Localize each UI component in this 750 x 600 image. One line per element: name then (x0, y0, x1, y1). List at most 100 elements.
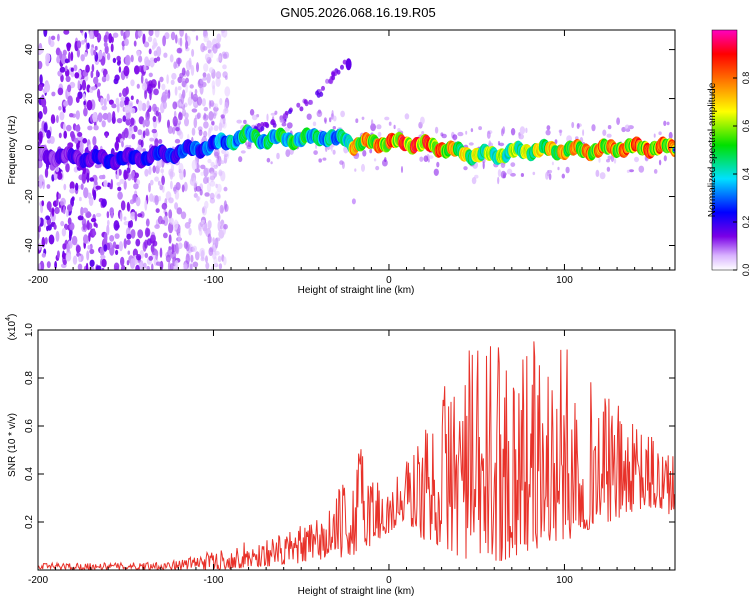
noise-blob (428, 155, 434, 159)
noise-blob (213, 112, 217, 119)
noise-blob (69, 222, 75, 231)
noise-blob (155, 250, 159, 261)
noise-blob (251, 114, 258, 121)
noise-blob (488, 140, 492, 147)
noise-blob (175, 182, 181, 191)
noise-blob (384, 116, 390, 121)
noise-blob (93, 125, 99, 131)
noise-blob (120, 265, 126, 270)
noise-blob (243, 119, 247, 124)
arc-blob (280, 118, 285, 124)
arc-blob (270, 118, 275, 124)
noise-blob (115, 249, 119, 255)
noise-blob (330, 144, 333, 152)
snr-panel: -200 -100 0 100 0.2 0.4 0.6 0.8 1.0 Height of st… (5, 314, 676, 597)
snr-series-line (38, 341, 675, 570)
noise-blob (143, 64, 147, 73)
noise-blob (39, 133, 43, 144)
noise-blob (219, 204, 224, 214)
noise-blob (471, 177, 477, 185)
noise-blob (116, 118, 123, 124)
noise-blob (135, 196, 141, 207)
noise-blob (140, 74, 144, 84)
noise-blob (192, 93, 198, 102)
noise-blob (143, 41, 150, 48)
noise-blob (43, 30, 48, 37)
noise-blob (217, 255, 222, 263)
noise-blob (62, 243, 67, 250)
noise-blob (86, 212, 92, 218)
colorbar-tick-label: 0.8 (741, 72, 750, 85)
noise-blob (77, 263, 83, 270)
noise-blob (463, 166, 468, 171)
noise-blob (154, 176, 160, 182)
noise-blob (152, 115, 157, 123)
noise-blob (83, 187, 89, 199)
noise-blob (38, 160, 43, 169)
noise-blob (107, 219, 110, 227)
arc-blob (336, 69, 341, 75)
snr-y-tick-label: 0.6 (24, 419, 35, 433)
noise-blob (173, 219, 179, 231)
spectrogram-frame (37, 29, 676, 271)
noise-blob (38, 84, 43, 92)
noise-blob (41, 97, 47, 108)
noise-blob (200, 249, 205, 260)
noise-blob (638, 165, 645, 173)
noise-blob (88, 232, 91, 242)
noise-blob (145, 218, 150, 227)
noise-blob (71, 196, 75, 202)
noise-blob (137, 100, 143, 111)
noise-blob (102, 112, 109, 121)
noise-blob (144, 168, 149, 177)
snr-x-tick-label: 100 (556, 575, 573, 586)
noise-blob (185, 77, 189, 84)
noise-blob (178, 162, 184, 174)
noise-blob (94, 180, 98, 186)
noise-blob (99, 246, 105, 256)
snr-multiplier-base: (x10 (7, 320, 18, 340)
noise-blob (60, 220, 65, 227)
noise-blob (158, 139, 163, 144)
noise-blob (103, 180, 108, 188)
noise-blob (43, 217, 46, 228)
noise-blob (144, 227, 150, 238)
noise-blob (82, 223, 86, 231)
spectrogram-y-tick-label: 40 (24, 44, 35, 56)
noise-blob (332, 126, 336, 130)
noise-blob (75, 96, 80, 103)
noise-blob (545, 171, 549, 180)
noise-blob (124, 54, 131, 66)
noise-blob (123, 216, 127, 221)
noise-blob (86, 220, 90, 231)
noise-blob (191, 108, 198, 113)
noise-blob (457, 131, 464, 137)
noise-blob (663, 155, 667, 162)
noise-blob (44, 82, 51, 93)
noise-blob (106, 93, 110, 102)
noise-blob (117, 186, 122, 192)
noise-blob (478, 126, 482, 131)
noise-blob (120, 200, 126, 211)
noise-blob (223, 223, 228, 230)
noise-blob (361, 163, 365, 172)
noise-blob (434, 126, 439, 134)
noise-blob (354, 168, 357, 172)
noise-blob (551, 161, 554, 166)
noise-blob (102, 174, 106, 180)
noise-blob (148, 48, 152, 55)
noise-blob (56, 250, 60, 259)
noise-blob (135, 238, 141, 247)
colorbar-tick-label: 0.4 (741, 168, 750, 181)
noise-blob (274, 110, 278, 115)
noise-blob (468, 142, 474, 146)
noise-blob (95, 265, 102, 270)
noise-blob (203, 63, 209, 72)
noise-blob (146, 100, 150, 109)
noise-blob (202, 76, 207, 81)
noise-blob (87, 42, 90, 49)
snr-multiplier-close: ) (7, 314, 18, 317)
noise-blob (121, 141, 124, 148)
noise-blob (73, 64, 78, 72)
noise-blob (199, 84, 204, 95)
